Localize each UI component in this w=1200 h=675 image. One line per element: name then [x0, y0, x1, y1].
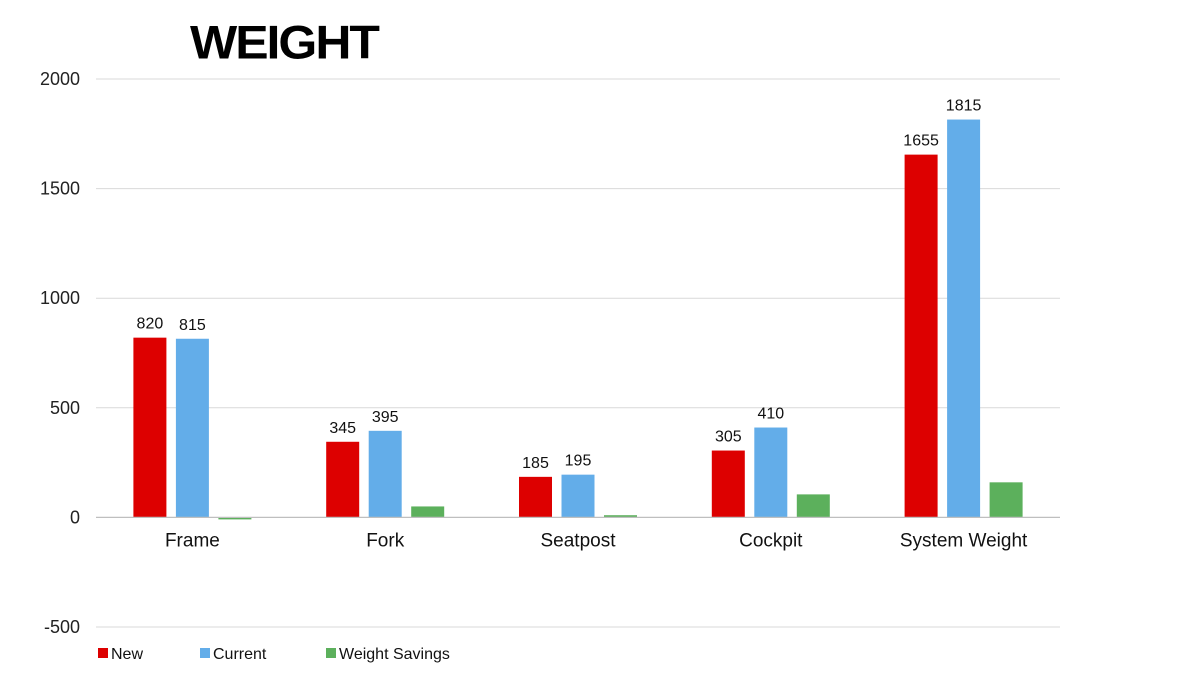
- y-tick-label: 2000: [40, 69, 80, 89]
- bar-system-weight-weight-savings: [989, 482, 1023, 518]
- data-label-fork-current: 395: [372, 409, 399, 426]
- data-label-system-weight-current: 1815: [946, 98, 982, 115]
- legend-label: New: [111, 646, 143, 663]
- y-tick-label: -500: [44, 617, 80, 637]
- bar-seatpost-new: [519, 476, 552, 518]
- legend-label: Weight Savings: [339, 646, 450, 663]
- bar-fork-current: [368, 430, 402, 518]
- data-label-system-weight-new: 1655: [903, 133, 939, 150]
- x-axis-categories: Frame Fork Seatpost Cockpit System Weight: [165, 530, 1028, 551]
- bar-frame-weight-savings: [218, 517, 252, 520]
- bar-cockpit-weight-savings: [796, 494, 830, 518]
- x-category-fork: Fork: [366, 530, 405, 551]
- y-axis-ticks: -500 0 500 1000 1500 2000: [40, 69, 80, 637]
- bar-fork-weight-savings: [411, 506, 445, 518]
- data-labels: 820 815 345 395 185 195 305 410 1655 1815: [137, 98, 982, 472]
- legend: New Current Weight Savings: [98, 646, 450, 663]
- data-label-seatpost-new: 185: [522, 455, 549, 472]
- legend-swatch: [326, 648, 336, 658]
- legend-swatch: [98, 648, 108, 658]
- x-category-system-weight: System Weight: [900, 530, 1028, 551]
- gridlines: [96, 78, 1060, 628]
- bar-system-weight-current: [947, 119, 981, 518]
- bar-frame-current: [175, 338, 209, 518]
- data-label-cockpit-current: 410: [757, 406, 784, 423]
- y-tick-label: 500: [50, 398, 80, 418]
- bars: [133, 119, 1023, 520]
- data-label-frame-new: 820: [137, 316, 164, 333]
- data-label-seatpost-current: 195: [565, 453, 592, 470]
- legend-swatch: [200, 648, 210, 658]
- x-category-cockpit: Cockpit: [739, 530, 803, 551]
- bar-seatpost-current: [561, 474, 595, 518]
- bar-fork-new: [326, 441, 360, 518]
- y-tick-label: 0: [70, 507, 80, 527]
- data-label-frame-current: 815: [179, 317, 206, 334]
- bar-cockpit-current: [754, 427, 788, 518]
- legend-item-current: Current: [200, 646, 267, 663]
- data-label-fork-new: 345: [329, 420, 356, 437]
- chart-title: WEIGHT: [190, 15, 380, 70]
- legend-label: Current: [213, 646, 267, 663]
- bar-frame-new: [133, 337, 167, 518]
- legend-item-weight-savings: Weight Savings: [326, 646, 450, 663]
- y-tick-label: 1000: [40, 288, 80, 308]
- bar-seatpost-weight-savings: [604, 515, 637, 518]
- bar-system-weight-new: [904, 154, 938, 518]
- bar-cockpit-new: [711, 450, 745, 518]
- legend-item-new: New: [98, 646, 143, 663]
- data-label-cockpit-new: 305: [715, 429, 742, 446]
- x-category-seatpost: Seatpost: [541, 530, 617, 551]
- y-tick-label: 1500: [40, 179, 80, 199]
- x-category-frame: Frame: [165, 530, 220, 551]
